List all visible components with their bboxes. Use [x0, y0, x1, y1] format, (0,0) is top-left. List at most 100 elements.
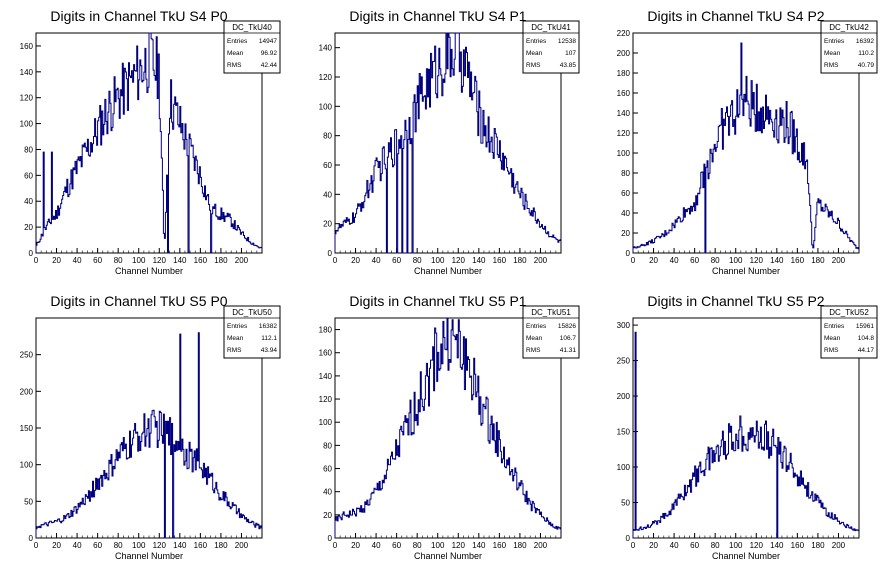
stats-entries-label: Entries — [227, 38, 248, 45]
x-tick-label: 100 — [431, 541, 445, 550]
stats-mean-value: 96.92 — [261, 50, 278, 57]
stats-entries-value: 15961 — [856, 323, 874, 330]
y-tick-label: 160 — [20, 42, 34, 51]
histogram-series — [334, 317, 561, 538]
x-tick-label: 180 — [214, 541, 228, 550]
stats-box: DC_TkU50 Entries 16382 Mean 112.1 RMS 43.94 — [223, 305, 281, 359]
stats-entries-label: Entries — [227, 323, 248, 330]
stats-entries-value: 16392 — [856, 38, 874, 45]
stats-box: DC_TkU40 Entries 14947 Mean 96.92 RMS 42.44 — [223, 20, 281, 74]
x-tick-label: 180 — [513, 541, 527, 550]
y-tick-label: 200 — [617, 49, 631, 58]
chart-title: Digits in Channel TkU S5 P0 — [50, 293, 227, 309]
y-tick-label: 20 — [323, 511, 332, 520]
x-axis-label: Channel Number — [115, 266, 183, 276]
x-tick-label: 0 — [333, 541, 338, 550]
x-tick-label: 60 — [392, 541, 401, 550]
y-tick-label: 50 — [621, 499, 630, 508]
y-tick-label: 160 — [319, 349, 333, 358]
x-tick-label: 80 — [711, 256, 720, 265]
stats-box: DC_TkU52 Entries 15961 Mean 104.8 RMS 44.17 — [820, 305, 878, 359]
x-tick-label: 40 — [372, 256, 381, 265]
x-tick-label: 160 — [194, 541, 208, 550]
x-axis-label: Channel Number — [712, 551, 780, 561]
stats-name: DC_TkU41 — [531, 23, 571, 32]
stats-rms-value: 40.79 — [858, 62, 875, 69]
stats-mean-value: 107 — [565, 50, 576, 57]
stats-rms-value: 43.85 — [560, 62, 577, 69]
y-tick-label: 200 — [20, 387, 34, 396]
x-tick-label: 180 — [513, 256, 527, 265]
x-tick-label: 140 — [472, 541, 486, 550]
stats-name: DC_TkU51 — [531, 308, 571, 317]
y-tick-label: 200 — [617, 392, 631, 401]
stats-rms-label: RMS — [824, 62, 839, 69]
histogram-series — [632, 331, 859, 539]
y-tick-label: 60 — [621, 189, 630, 198]
y-tick-label: 20 — [323, 220, 332, 229]
stats-box: DC_TkU51 Entries 15826 Mean 106.7 RMS 41.31 — [522, 305, 580, 359]
y-tick-label: 100 — [617, 149, 631, 158]
y-tick-label: 140 — [319, 44, 333, 53]
x-tick-label: 20 — [52, 256, 61, 265]
y-tick-label: 40 — [323, 190, 332, 199]
y-tick-label: 80 — [621, 169, 630, 178]
stats-entries-label: Entries — [824, 323, 845, 330]
y-tick-label: 300 — [617, 321, 631, 330]
x-tick-label: 80 — [413, 256, 422, 265]
y-tick-label: 100 — [617, 463, 631, 472]
x-axis-label: Channel Number — [414, 551, 482, 561]
y-tick-label: 150 — [20, 424, 34, 433]
y-tick-label: 220 — [617, 29, 631, 38]
x-tick-label: 120 — [153, 256, 167, 265]
x-tick-label: 180 — [811, 256, 825, 265]
x-tick-label: 80 — [114, 256, 123, 265]
stats-box-frame — [522, 305, 580, 359]
y-tick-label: 100 — [20, 120, 34, 129]
stats-entries-value: 14947 — [259, 38, 277, 45]
stats-mean-label: Mean — [526, 50, 543, 57]
x-tick-label: 0 — [631, 256, 636, 265]
stats-entries-label: Entries — [824, 38, 845, 45]
y-tick-label: 60 — [323, 161, 332, 170]
x-tick-label: 120 — [153, 541, 167, 550]
histogram-series — [334, 32, 561, 254]
x-tick-label: 100 — [729, 541, 743, 550]
x-tick-label: 140 — [173, 256, 187, 265]
x-tick-label: 20 — [649, 256, 658, 265]
x-tick-label: 200 — [534, 541, 548, 550]
x-tick-label: 40 — [670, 541, 679, 550]
x-tick-label: 100 — [431, 256, 445, 265]
x-tick-label: 0 — [34, 541, 39, 550]
x-tick-label: 40 — [73, 541, 82, 550]
x-axis-label: Channel Number — [115, 551, 183, 561]
x-tick-label: 160 — [791, 541, 805, 550]
x-tick-label: 100 — [132, 541, 146, 550]
x-tick-label: 40 — [73, 256, 82, 265]
stats-rms-value: 44.17 — [858, 347, 875, 354]
stats-mean-value: 112.1 — [261, 335, 277, 342]
x-tick-label: 140 — [173, 541, 187, 550]
stats-name: DC_TkU42 — [829, 23, 869, 32]
x-tick-label: 200 — [832, 541, 846, 550]
y-tick-label: 0 — [328, 249, 333, 258]
stats-rms-value: 43.94 — [261, 347, 278, 354]
stats-box: DC_TkU42 Entries 16392 Mean 110.2 RMS 40.79 — [820, 20, 878, 74]
y-tick-label: 100 — [20, 461, 34, 470]
y-tick-label: 0 — [626, 534, 631, 543]
x-tick-label: 20 — [52, 541, 61, 550]
x-tick-label: 0 — [333, 256, 338, 265]
x-tick-label: 80 — [114, 541, 123, 550]
x-tick-label: 160 — [791, 256, 805, 265]
x-tick-label: 60 — [93, 541, 102, 550]
stats-box-frame — [223, 20, 281, 74]
x-tick-label: 140 — [770, 541, 784, 550]
stats-name: DC_TkU52 — [829, 308, 869, 317]
histogram-panel: Digits in Channel TkU S4 P0 0 20 40 60 80 100 1… — [20, 8, 281, 276]
x-tick-label: 100 — [132, 256, 146, 265]
stats-mean-value: 106.7 — [560, 335, 577, 342]
histogram-panel: Digits in Channel TkU S4 P2 0 20 40 60 80 100 1… — [617, 8, 878, 276]
x-tick-label: 0 — [631, 541, 636, 550]
stats-rms-value: 42.44 — [261, 62, 278, 69]
stats-entries-value: 15826 — [558, 323, 576, 330]
